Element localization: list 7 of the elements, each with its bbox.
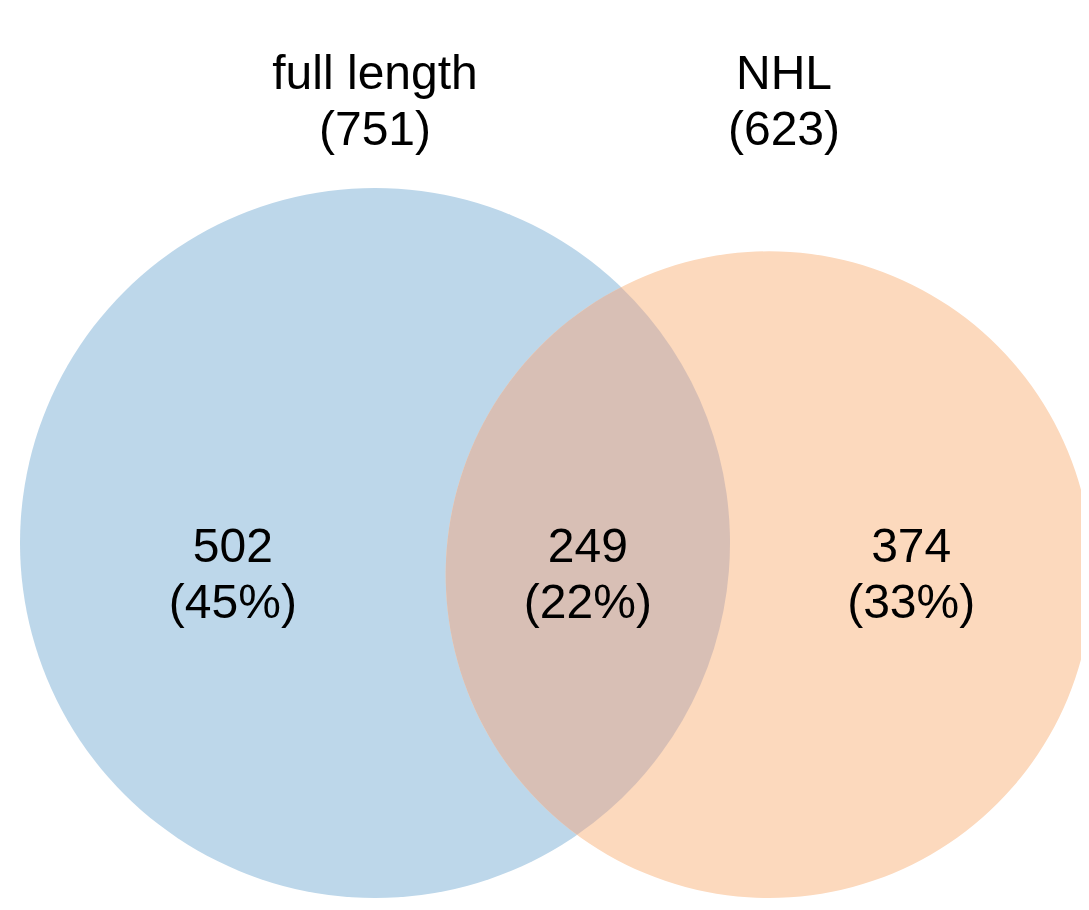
data-label: 502 (45%) <box>168 518 297 628</box>
text: (623) <box>728 101 841 155</box>
data-label: 374 (33%) <box>847 518 976 628</box>
text: (751) <box>318 101 432 155</box>
text: full length <box>272 45 478 99</box>
text: NHL <box>736 45 833 99</box>
data-label: 249 (22%) <box>523 518 652 628</box>
